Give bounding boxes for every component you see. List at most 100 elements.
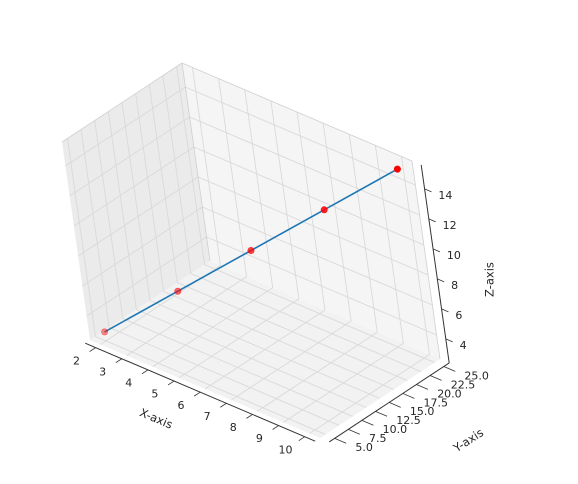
x-tick-mark [141, 369, 149, 375]
y-tick-label: 5.0 [355, 441, 373, 454]
z-tick-label: 6 [455, 309, 462, 322]
y-tick-mark [429, 375, 442, 381]
x-grid-line [322, 123, 352, 322]
z-axis-line [420, 164, 450, 363]
pane-edge [411, 160, 441, 360]
y-tick-mark [389, 402, 401, 408]
z-grid-line [86, 236, 207, 317]
x-tick-mark [246, 414, 253, 419]
z-tick-label: 10 [447, 249, 461, 262]
y-grid-line [94, 120, 124, 319]
x-grid-line [401, 156, 430, 355]
z-tick-labels: 4 6 8 10 12 14 [424, 188, 467, 352]
pane-edge [181, 62, 413, 162]
x-tick-mark [89, 347, 96, 352]
y-grid-line [107, 111, 137, 310]
data-point [393, 165, 401, 173]
y-grid-line [95, 335, 326, 435]
data-point [247, 247, 255, 255]
z-grid-line [69, 116, 190, 197]
pane-edge [61, 62, 183, 143]
z-tick-mark [441, 308, 449, 313]
z-axis-label: Z-axis [483, 262, 497, 297]
z-grid-line [193, 146, 425, 246]
x-tick-label: 5 [151, 388, 158, 401]
y-tick-label: 22.5 [451, 378, 476, 391]
x-tick-mark [193, 391, 201, 397]
z-tick-label: 4 [460, 339, 467, 352]
y-grid-line [121, 102, 151, 301]
z-tick-mark [432, 248, 441, 253]
y-grid-line [135, 93, 165, 292]
y-grid-line [136, 309, 367, 408]
z-grid-line [65, 86, 186, 167]
y-tick-mark [443, 366, 456, 372]
z-tick-mark [445, 338, 453, 343]
z-tick-mark [437, 278, 445, 283]
y-grid-line [190, 273, 422, 372]
x-grid-line [192, 67, 221, 266]
x-tick-mark [167, 380, 175, 386]
x-grid-line [270, 100, 300, 299]
x-tick-label: 3 [99, 365, 106, 378]
z-grid-line [82, 206, 203, 287]
y-tick-label: 20.0 [437, 387, 462, 400]
z-tick-label: 12 [443, 219, 457, 232]
x-tick-mark [298, 436, 305, 441]
y-grid-line [122, 318, 353, 417]
y-tick-label: 10.0 [383, 423, 408, 436]
y-grid-line [149, 300, 381, 399]
y-tick-mark [348, 428, 360, 435]
x-tick-labels: 2 3 4 5 6 7 8 9 10 [73, 347, 305, 456]
y-tick-mark [361, 420, 374, 426]
x-grid-line [348, 134, 378, 333]
x-tick-label: 8 [230, 421, 237, 434]
y-grid-line [162, 75, 192, 274]
y-tick-mark [416, 384, 429, 390]
y-tick-labels: 5.07.510.012.515.017.520.022.525.0 [334, 366, 489, 454]
pane-edge [181, 62, 211, 262]
y-grid-line [177, 282, 408, 381]
x-tick-label: 7 [204, 410, 211, 423]
y-tick-label: 25.0 [464, 369, 489, 382]
y-grid-line [204, 264, 435, 364]
z-tick-label: 8 [451, 279, 458, 292]
y-tick-mark [402, 393, 415, 399]
data-point [320, 206, 328, 214]
x-axis-label: X-axis [138, 405, 175, 431]
tick-labels: 2 3 4 5 6 7 8 9 10 5.07.510.012.515.017.520.022.… [73, 188, 489, 456]
y-tick-label: 7.5 [369, 432, 387, 445]
x-tick-label: 2 [73, 354, 80, 367]
x-tick-label: 4 [125, 377, 132, 390]
y-grid-line [67, 138, 96, 337]
y-tick-mark [375, 411, 388, 417]
y-grid-line [148, 84, 178, 283]
z-tick-label: 14 [438, 189, 452, 202]
x-tick-mark [272, 425, 279, 430]
y-axis-label: Y-axis [450, 425, 486, 455]
y-tick-label: 17.5 [424, 396, 449, 409]
x-grid-line [296, 111, 326, 311]
x-grid-line [218, 78, 248, 277]
z-grid-line [202, 206, 433, 306]
x-tick-mark [220, 402, 227, 408]
y-tick-label: 15.0 [410, 405, 435, 418]
y-grid-line [163, 291, 394, 390]
z-tick-mark [424, 188, 432, 193]
axis-lines [61, 62, 450, 443]
z-grid-line [189, 116, 420, 216]
data-point [174, 287, 182, 295]
x-tick-label: 10 [279, 443, 293, 456]
z-grid-line [185, 86, 416, 186]
z-grid-line [77, 176, 199, 257]
z-grid-line [197, 176, 429, 276]
y-grid-line [108, 327, 340, 426]
x-tick-label: 9 [256, 432, 263, 445]
x-tick-label: 6 [178, 399, 185, 412]
z-tick-mark [428, 218, 436, 223]
grid-lines [65, 66, 437, 435]
data-point [101, 328, 109, 336]
y-tick-mark [334, 437, 347, 444]
y-grid-line [80, 129, 110, 328]
